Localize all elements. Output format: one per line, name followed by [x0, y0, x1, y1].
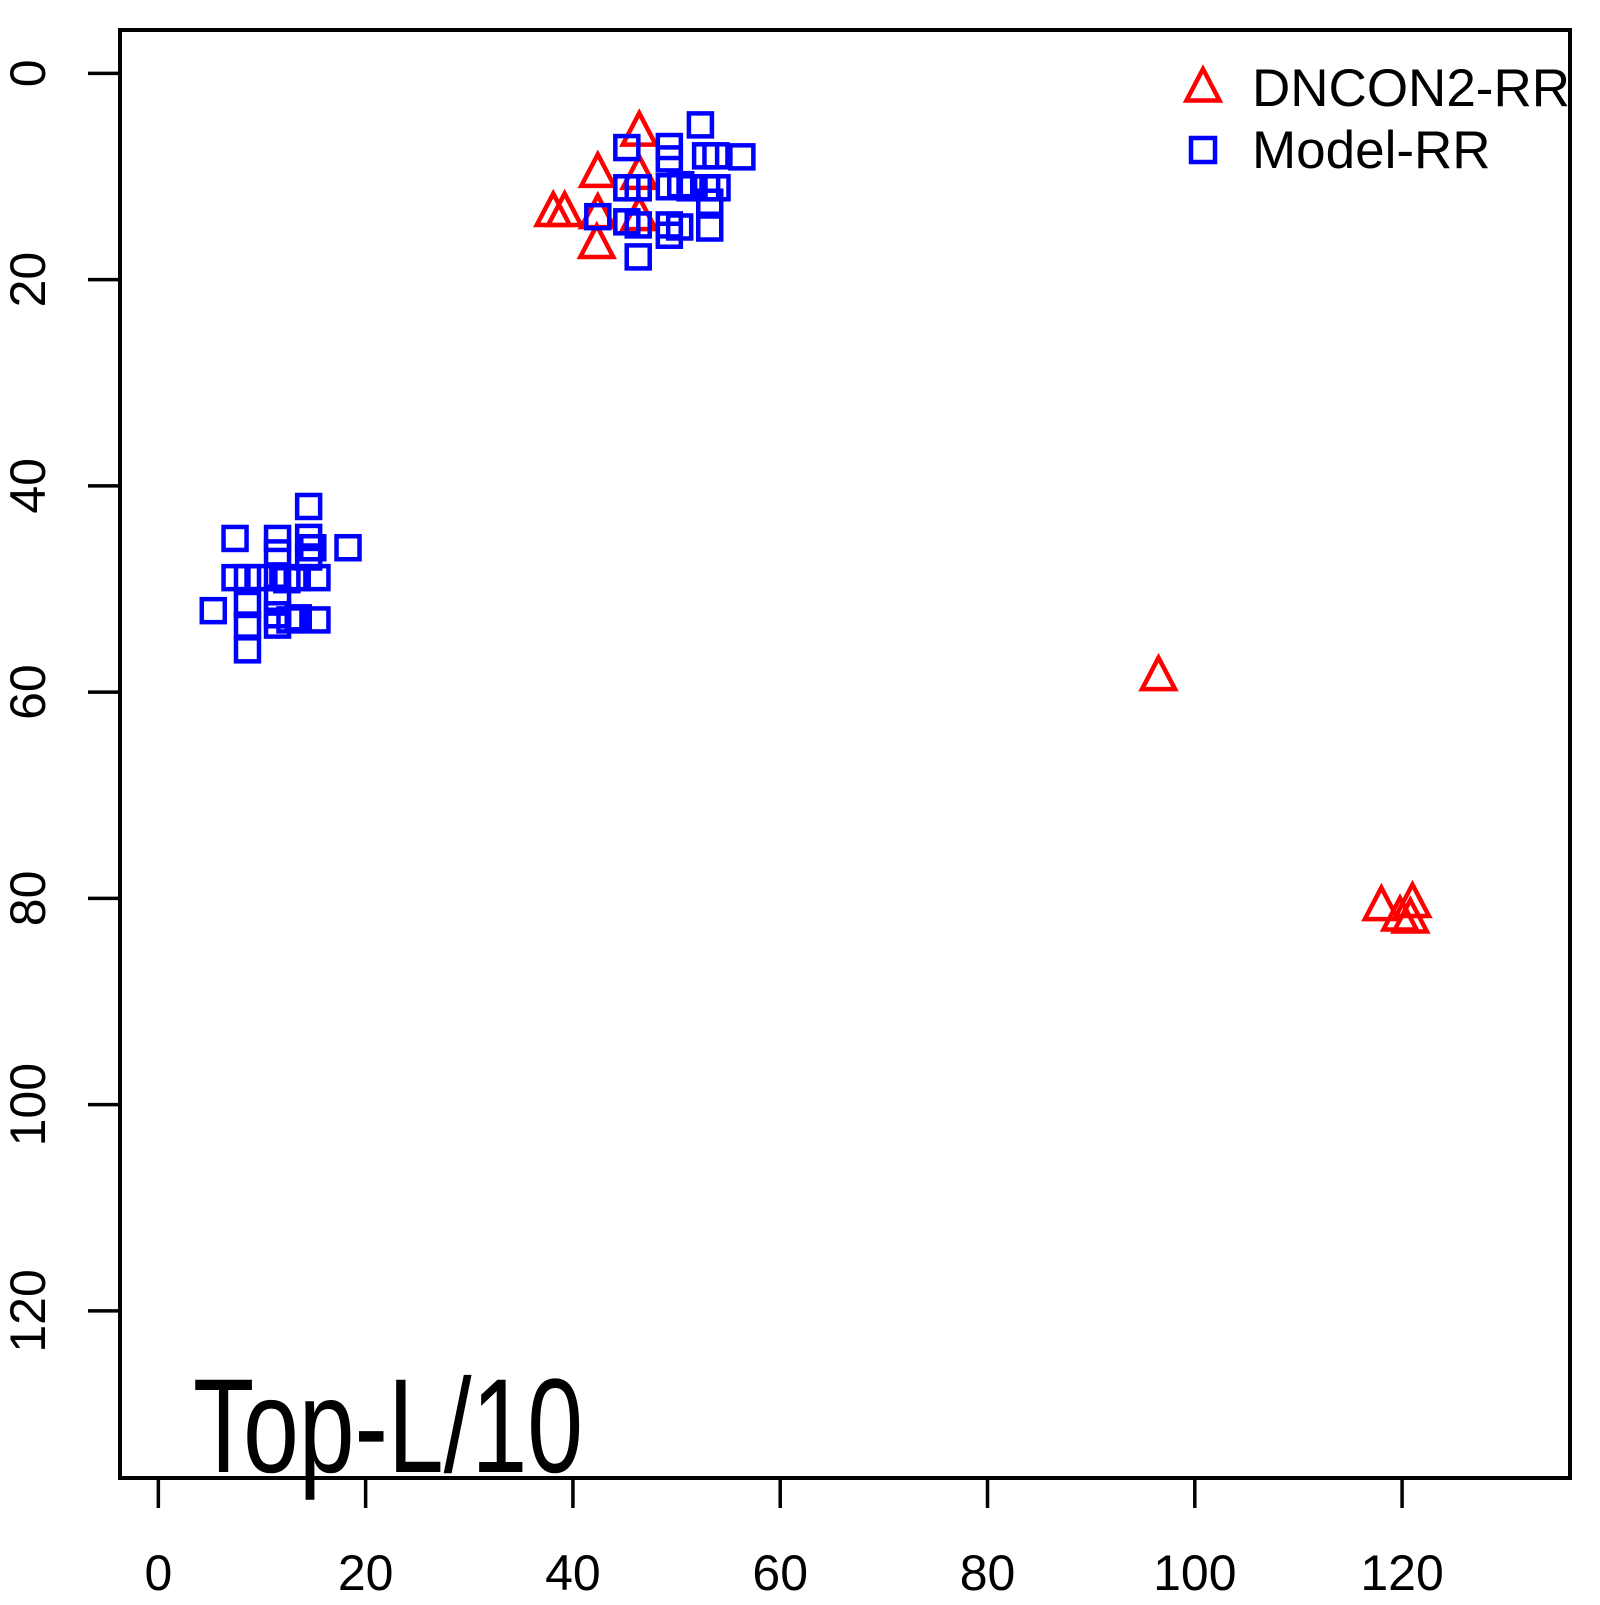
- data-point-model-rr: [703, 174, 731, 202]
- x-tick-label: 0: [144, 1545, 172, 1600]
- data-point-model-rr: [676, 174, 704, 202]
- legend-square-icon: [1188, 135, 1218, 165]
- x-tick-label: 100: [1153, 1545, 1236, 1600]
- x-tick-label: 80: [960, 1545, 1016, 1600]
- data-point-model-rr: [303, 563, 331, 592]
- data-point-model-rr: [199, 596, 228, 625]
- data-point-model-rr: [233, 590, 262, 619]
- x-tick-label: 20: [338, 1545, 394, 1600]
- data-point-model-rr: [655, 145, 684, 173]
- data-point-model-rr: [584, 202, 612, 231]
- data-point-dncon2-rr: [577, 149, 619, 189]
- data-point-model-rr: [294, 492, 323, 521]
- x-tick-label: 60: [752, 1545, 808, 1600]
- data-point-dncon2-rr: [1361, 882, 1402, 922]
- data-point-model-rr: [655, 221, 684, 249]
- data-point-model-rr: [695, 188, 724, 216]
- y-tick-label: 120: [0, 1269, 56, 1352]
- x-axis: 0 20 40 60 80 100 120: [144, 1478, 1444, 1601]
- data-point-model-rr: [695, 214, 724, 242]
- x-tick-label: 40: [545, 1545, 601, 1600]
- data-point-model-rr: [613, 133, 641, 162]
- data-point-dncon2-rr: [576, 220, 617, 260]
- y-axis: 0 20 40 60 80 100 120: [0, 59, 120, 1353]
- legend: DNCON2-RR Model-RR: [1182, 59, 1570, 180]
- data-point-model-rr: [728, 143, 756, 171]
- data-point-model-rr: [624, 174, 652, 202]
- data-point-dncon2-rr: [1392, 879, 1433, 919]
- data-point-model-rr: [284, 604, 313, 632]
- y-tick-label: 0: [0, 59, 56, 87]
- data-point-model-rr: [233, 636, 262, 664]
- data-point-model-rr: [221, 524, 249, 553]
- legend-label-model-rr: Model-RR: [1252, 121, 1491, 180]
- legend-label-dncon2-rr: DNCON2-RR: [1252, 59, 1570, 118]
- data-point-dncon2-rr: [1390, 895, 1431, 934]
- data-point-model-rr: [334, 533, 362, 562]
- data-point-model-rr: [283, 563, 311, 592]
- y-tick-label: 20: [0, 252, 56, 308]
- y-tick-label: 60: [0, 664, 56, 720]
- x-tick-label: 120: [1360, 1545, 1443, 1600]
- data-point-model-rr: [263, 539, 292, 567]
- y-tick-label: 40: [0, 458, 56, 514]
- legend-triangle-icon: [1182, 64, 1224, 103]
- data-point-model-rr: [246, 563, 274, 592]
- data-point-dncon2-rr: [544, 188, 585, 228]
- annotation-top-l10: Top-L/10: [193, 1352, 583, 1501]
- data-point-model-rr: [686, 111, 715, 139]
- data-point-model-rr: [702, 142, 730, 170]
- data-point-model-rr: [263, 524, 292, 553]
- plot-border: [118, 28, 1572, 1480]
- data-point-model-rr: [303, 606, 331, 634]
- y-tick-label: 100: [0, 1063, 56, 1146]
- y-tick-label: 80: [0, 871, 56, 927]
- data-point-dncon2-rr: [1138, 652, 1179, 692]
- data-point-model-rr: [624, 243, 652, 271]
- data-point-model-rr: [624, 211, 652, 239]
- data-points: [199, 108, 1433, 934]
